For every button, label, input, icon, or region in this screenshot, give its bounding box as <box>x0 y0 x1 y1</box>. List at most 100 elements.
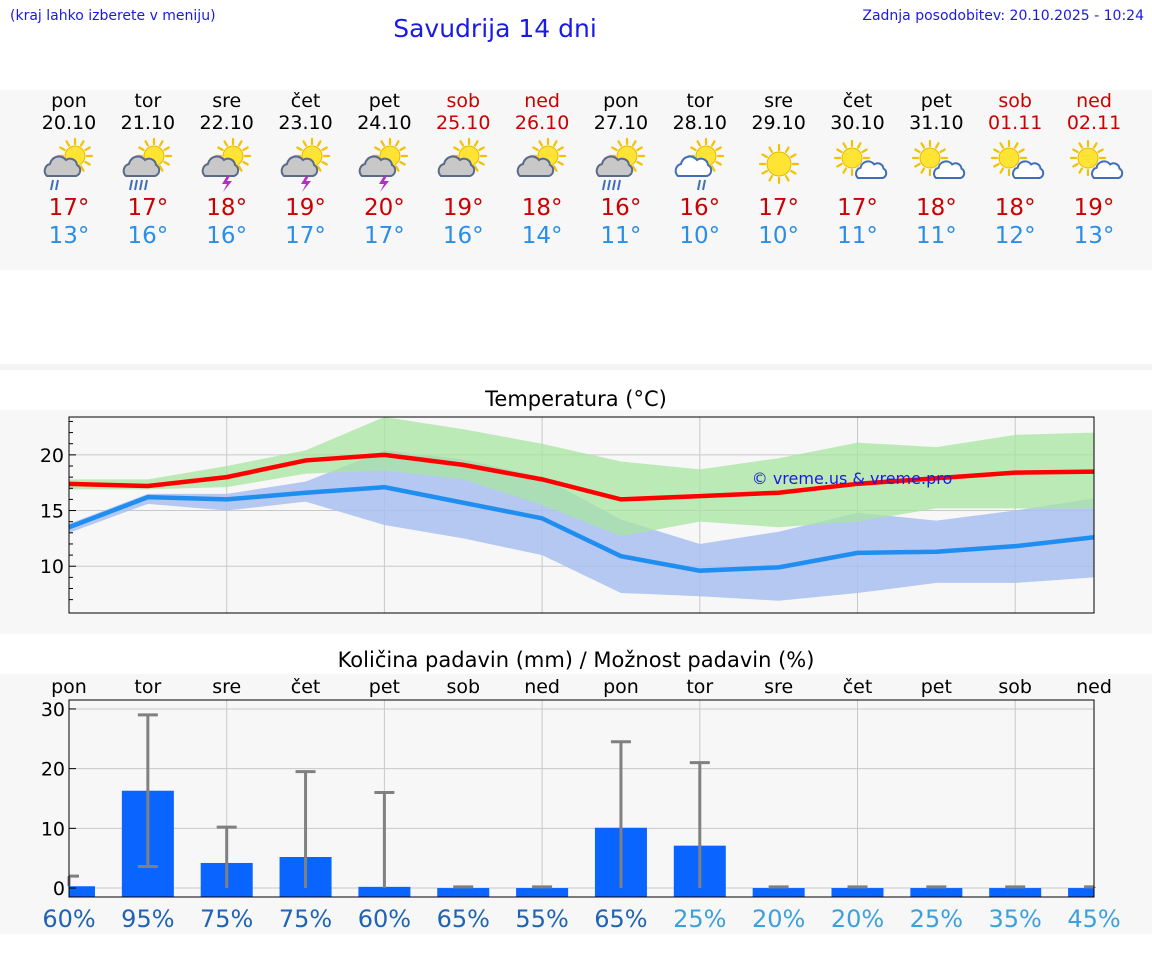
sun-cloud-thunder-icon <box>280 137 330 192</box>
precip-probability: 95% <box>121 905 174 933</box>
max-temp: 18° <box>915 195 957 221</box>
category-label: sob <box>446 676 480 698</box>
category-label: sob <box>998 676 1032 698</box>
y-tick-label: 0 <box>53 878 65 900</box>
location-note: (kraj lahko izberete v meniju) <box>10 8 216 24</box>
precip-probability: 25% <box>673 905 726 933</box>
max-temp: 20° <box>364 195 405 221</box>
forecast-day: ned 26.10 18° 14° <box>502 90 582 250</box>
sun-small-cloud-icon <box>912 139 966 179</box>
day-name: pet <box>368 90 400 112</box>
y-tick-label: 20 <box>40 445 64 467</box>
min-temp: 16° <box>127 223 169 249</box>
precip-probability: 20% <box>752 905 805 933</box>
precip-bar <box>989 888 1042 897</box>
y-tick-label: 10 <box>41 818 65 840</box>
category-label: pet <box>369 676 400 698</box>
max-temp-band <box>69 417 1095 537</box>
precip-probability: 65% <box>594 905 647 933</box>
category-label: čet <box>291 676 321 698</box>
forecast-day: tor 28.10 16° 10° <box>660 90 740 250</box>
forecast-day: čet 30.10 17° 11° <box>818 90 898 250</box>
sun-cloud-thunder-icon <box>201 137 251 192</box>
forecast-days-strip: pon 20.10 17° 13° tor 21.10 17° 16° sre 22.10 18° 1… <box>0 90 1152 270</box>
category-label: sre <box>212 676 241 698</box>
plot-frame <box>68 699 1095 898</box>
day-date: 30.10 <box>830 112 885 134</box>
max-temp: 16° <box>679 195 721 221</box>
precip-probability: 35% <box>989 905 1042 933</box>
max-temp: 19° <box>285 195 326 221</box>
day-date: 21.10 <box>120 112 176 134</box>
category-label: tor <box>686 676 713 698</box>
min-temp: 12° <box>994 223 1036 249</box>
min-temp-line <box>68 484 1095 573</box>
sun-cloud-heavy-rain-icon <box>595 137 646 191</box>
precip-bar <box>1068 888 1094 897</box>
precip-probability: 60% <box>358 905 411 933</box>
max-temp: 19° <box>442 195 484 221</box>
day-name: sob <box>446 90 481 112</box>
precip-bar <box>831 888 884 897</box>
forecast-day: pet 31.10 18° 11° <box>896 90 976 250</box>
max-temp: 17° <box>837 195 878 221</box>
day-name: pon <box>603 90 639 112</box>
precip-bar <box>69 886 95 897</box>
max-temp: 17° <box>758 195 800 221</box>
min-temp: 13° <box>48 223 90 249</box>
min-temp: 10° <box>679 223 721 249</box>
min-temp: 14° <box>521 223 563 249</box>
page-title: Savudrija 14 dni <box>393 14 597 43</box>
day-date: 02.11 <box>1066 112 1122 134</box>
category-label: pon <box>603 676 639 698</box>
day-name: tor <box>134 90 162 112</box>
precip-probability: 45% <box>1067 905 1120 933</box>
category-label: sre <box>764 676 793 698</box>
last-update: Zadnja posodobitev: 20.10.2025 - 10:24 <box>862 8 1144 24</box>
sun-small-cloud-icon <box>1069 139 1124 179</box>
y-tick-label: 30 <box>41 699 65 721</box>
day-date: 31.10 <box>909 112 964 134</box>
forecast-day: čet 23.10 19° 17° <box>266 90 346 250</box>
min-temp: 16° <box>206 223 248 249</box>
watermark: © vreme.us & vreme.pro <box>752 469 953 488</box>
precip-bar <box>437 888 490 897</box>
max-temp: 17° <box>48 195 90 221</box>
forecast-day: sob 25.10 19° 16° <box>423 90 503 250</box>
max-temp: 18° <box>994 195 1036 221</box>
sun-cloud-icon <box>516 137 567 177</box>
precip-probability: 75% <box>200 905 253 933</box>
category-label: tor <box>134 676 161 698</box>
day-name: sob <box>998 90 1032 112</box>
min-temp: 13° <box>1073 223 1115 249</box>
precip-bar <box>910 888 963 897</box>
temperature-chart: © vreme.us & vreme.pro 10 15 20 <box>40 416 1095 614</box>
day-date: 20.10 <box>41 112 97 134</box>
forecast-day: sre 29.10 17° 10° <box>739 90 819 250</box>
temperature-chart-title: Temperatura (°C) <box>485 387 667 411</box>
day-name: ned <box>1076 90 1112 112</box>
day-date: 29.10 <box>751 112 806 134</box>
forecast-day: pon 27.10 16° 11° <box>581 90 661 250</box>
sun-small-cloud-icon <box>833 139 887 179</box>
min-temp: 17° <box>285 223 326 249</box>
sun-cloud-rain-icon <box>43 137 94 191</box>
day-date: 23.10 <box>278 112 333 134</box>
category-label: ned <box>524 676 560 698</box>
y-tick-label: 10 <box>40 556 64 578</box>
day-name: ned <box>524 90 560 112</box>
precipitation-chart-title: Količina padavin (mm) / Možnost padavin … <box>337 648 815 672</box>
category-label: pon <box>51 676 87 698</box>
category-label: čet <box>843 676 873 698</box>
sun-cloud-light-rain-icon <box>674 137 724 191</box>
max-temp: 16° <box>600 195 642 221</box>
day-name: sre <box>764 90 794 112</box>
day-date: 26.10 <box>514 112 570 134</box>
category-label: ned <box>1076 676 1112 698</box>
sun-icon <box>758 143 799 185</box>
forecast-day: ned 02.11 19° 13° <box>1054 90 1134 250</box>
sun-cloud-icon <box>437 137 488 177</box>
precip-probability: 60% <box>42 905 95 933</box>
day-date: 28.10 <box>672 112 727 134</box>
